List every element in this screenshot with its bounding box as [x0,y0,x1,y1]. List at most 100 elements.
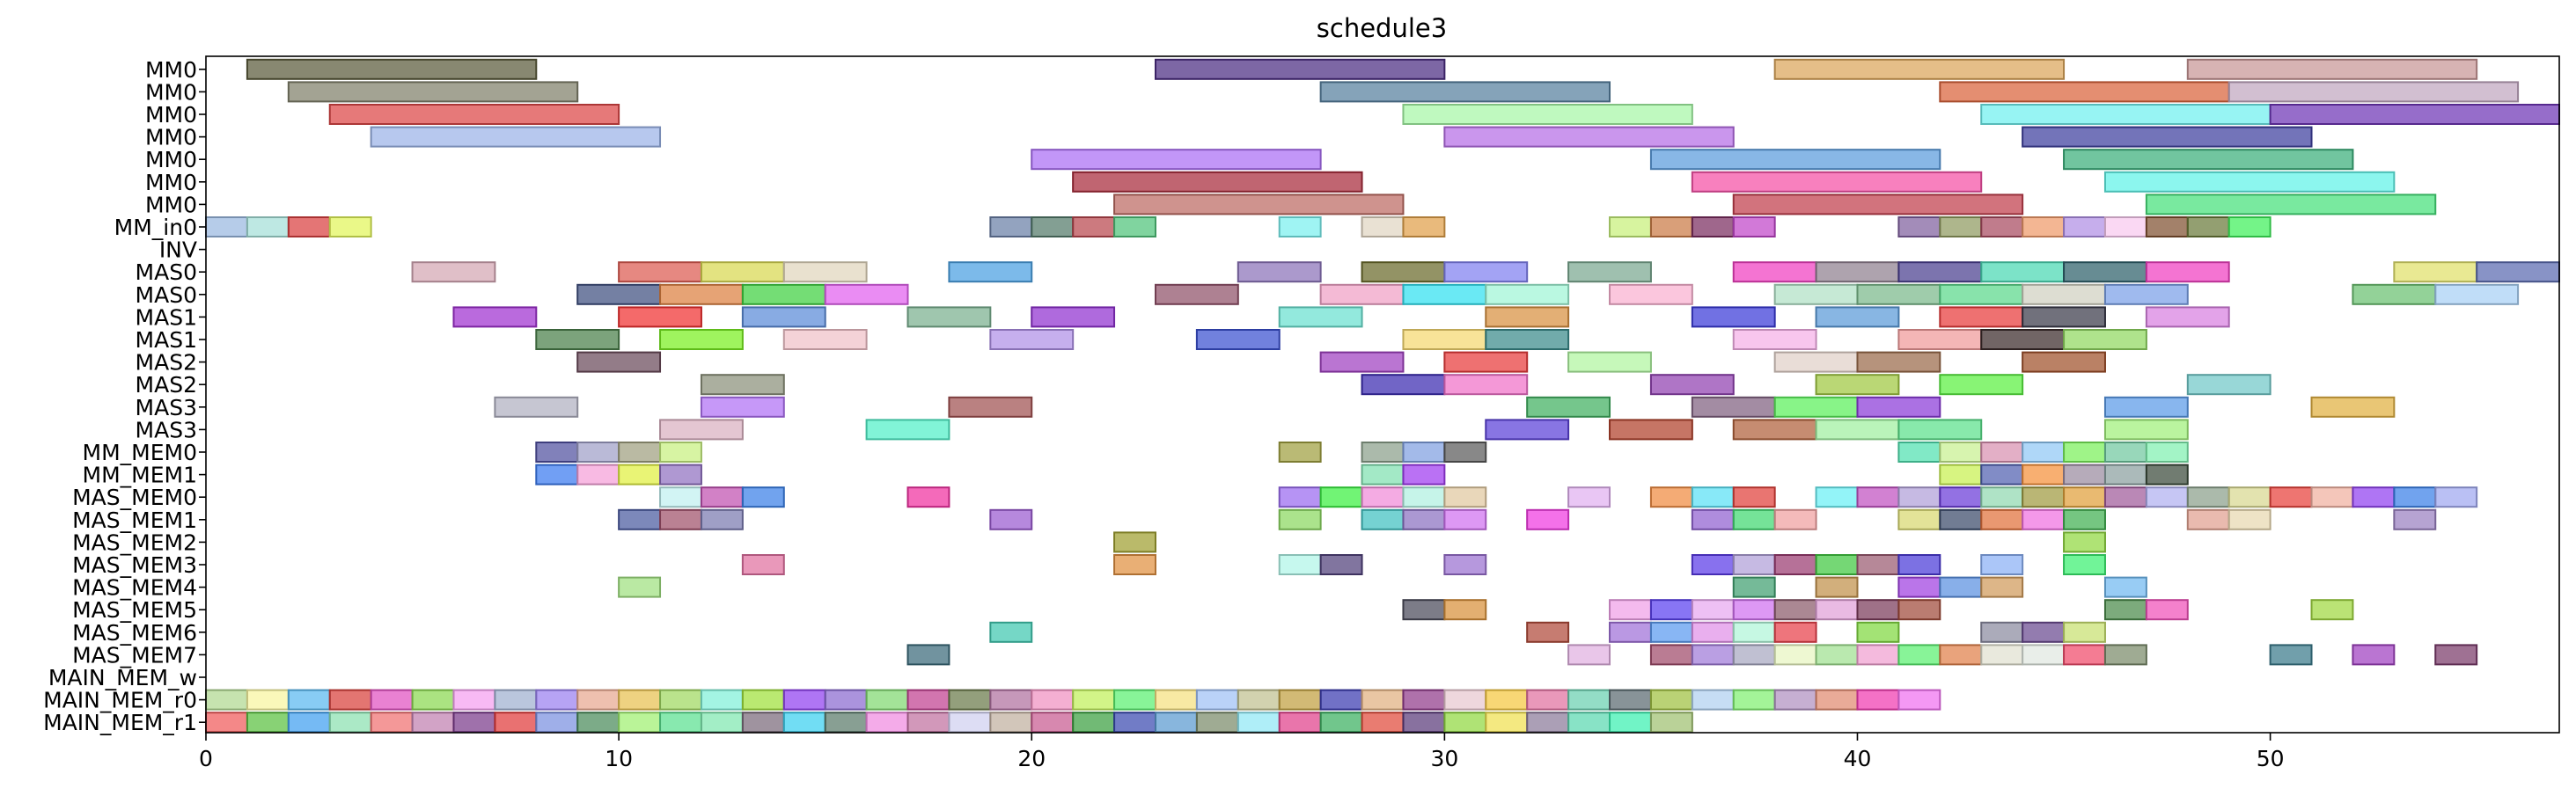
schedule-bar [1485,283,1570,305]
row-label: MAS_MEM3 [72,552,197,578]
schedule-bar [287,81,579,103]
x-tick-label: 40 [1844,746,1872,771]
schedule-bar [2022,621,2066,643]
schedule-bar [1691,644,1735,666]
schedule-bar [1815,554,1859,575]
schedule-bar [246,689,290,711]
schedule-bar [1939,508,1983,530]
schedule-bar [1526,396,1611,418]
schedule-bar [906,689,950,711]
schedule-bar [659,712,702,734]
schedule-bar [1113,194,1405,215]
schedule-bar [1443,374,1529,396]
schedule-bar [782,329,868,350]
schedule-bar [1939,576,1983,598]
schedule-bar [1319,712,1363,734]
row-label: MM0 [145,79,197,105]
schedule-bar [1278,712,1322,734]
schedule-bar [906,306,992,328]
schedule-bar [2022,508,2066,530]
schedule-bar [1856,351,1941,373]
schedule-bar [1649,621,1693,643]
schedule-bar [1361,508,1405,530]
schedule-bar [2145,599,2189,621]
schedule-bar [1773,396,1859,418]
schedule-bar [865,689,909,711]
schedule-bar [1319,486,1363,508]
schedule-bar [2103,486,2147,508]
schedule-bar [1980,486,2024,508]
schedule-bar [1856,486,1900,508]
schedule-bar [618,464,662,486]
schedule-bar [1939,486,1983,508]
schedule-bar [1856,621,1900,643]
schedule-bar [1361,442,1405,463]
schedule-bar [2103,419,2189,441]
schedule-bar [1443,508,1487,530]
schedule-bar [370,689,414,711]
schedule-bar [989,508,1033,530]
chart-title: schedule3 [1317,13,1447,43]
schedule-bar [1980,621,2024,643]
schedule-bar [1980,644,2024,666]
schedule-bar [1031,712,1075,734]
schedule-bar [782,689,826,711]
row-label: MAS0 [136,282,197,308]
schedule-bar [328,689,372,711]
x-tick-label: 50 [2257,746,2285,771]
schedule-bar [1278,554,1322,575]
row-label: MAS_MEM6 [72,620,197,646]
schedule-bar [2022,486,2066,508]
schedule-bar [1939,442,1983,463]
schedule-bar [494,689,538,711]
schedule-bar [494,712,538,734]
schedule-bar [1773,351,1859,373]
schedule-bar [700,689,744,711]
schedule-bar [700,374,785,396]
schedule-bar [989,621,1033,643]
schedule-bar [576,689,620,711]
schedule-bar [1732,216,1776,237]
schedule-bar [824,712,868,734]
schedule-bar [1609,712,1652,734]
row-label: MAS0 [136,259,197,285]
schedule-bar [1278,486,1322,508]
row-label: MAIN_MEM_w [48,665,197,690]
schedule-bar [1649,149,1941,171]
schedule-bar [1691,396,1776,418]
row-label: MAIN_MEM_r0 [43,688,197,713]
schedule-bar [246,58,538,80]
schedule-bar [1691,599,1735,621]
row-label: MM0 [145,57,197,83]
schedule-bar [535,464,579,486]
schedule-bar [1897,576,1941,598]
schedule-bar [2063,621,2106,643]
schedule-bar [1031,306,1116,328]
schedule-bar [782,261,868,283]
schedule-bar [1567,351,1652,373]
row-label: MAS_MEM5 [72,597,197,623]
schedule-bar [2063,531,2106,553]
schedule-bar [1443,712,1487,734]
schedule-bar [2186,486,2230,508]
schedule-bar [2393,261,2478,283]
schedule-bar [1031,216,1075,237]
schedule-bar [1815,599,1859,621]
schedule-bar [2310,486,2354,508]
schedule-bar [287,689,331,711]
schedule-bar [1649,486,1693,508]
schedule-bar [2063,554,2106,575]
schedule-bar [659,329,744,350]
schedule-bar [2103,599,2147,621]
schedule-bar [618,442,662,463]
schedule-bar [618,306,702,328]
schedule-bar [1897,216,1941,237]
schedule-bar [1278,306,1363,328]
row-label: INV [159,237,197,263]
schedule-bar [2022,644,2066,666]
bars-layer [205,58,2561,734]
schedule-bar [411,689,455,711]
schedule-bar [1278,442,1322,463]
schedule-bar [1939,464,1983,486]
schedule-bar [948,261,1033,283]
